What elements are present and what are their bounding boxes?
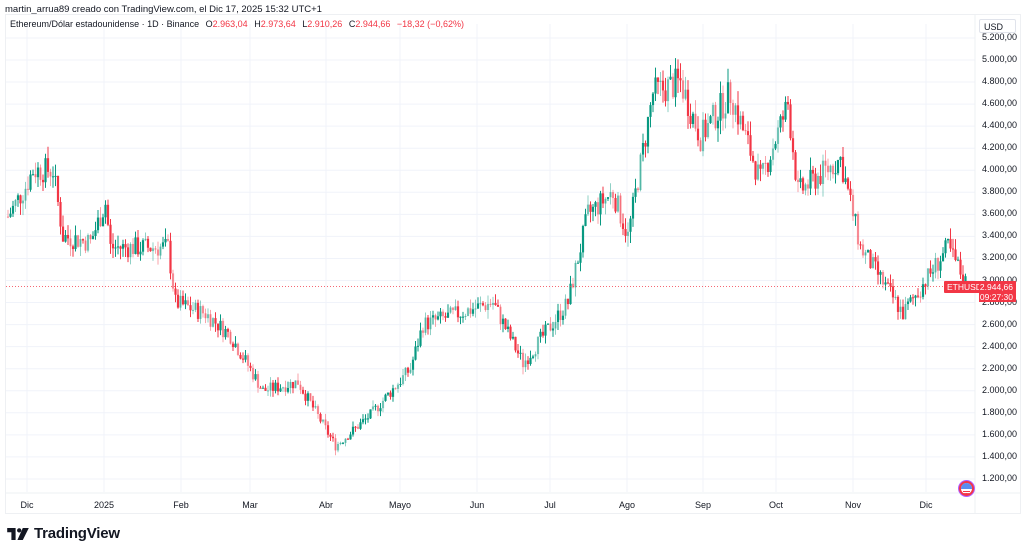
time-axis-label: Jul xyxy=(544,500,556,510)
time-axis-label: Dic xyxy=(919,500,933,510)
chart-frame xyxy=(5,14,1021,514)
price-axis-label: 3.000,00 xyxy=(982,274,1018,285)
price-axis-label: 1.200,00 xyxy=(982,472,1018,483)
price-axis-label: 4.800,00 xyxy=(982,76,1018,87)
low-value: 2.910,26 xyxy=(307,19,343,29)
time-axis-label: Mayo xyxy=(388,500,412,510)
price-axis-label: 3.400,00 xyxy=(982,230,1018,241)
time-axis-label: Feb xyxy=(173,500,189,510)
price-axis-label: 2.600,00 xyxy=(982,318,1018,329)
price-axis-label: 4.600,00 xyxy=(982,98,1018,109)
price-axis-label: 4.000,00 xyxy=(982,164,1018,175)
tradingview-logo-icon xyxy=(7,527,29,540)
time-axis-label: Dic xyxy=(20,500,34,510)
symbol-price-tag: ETHUSD xyxy=(944,281,985,293)
tradingview-logo[interactable]: TradingView xyxy=(7,525,120,542)
time-axis-label: Ago xyxy=(618,500,636,510)
low-label: L xyxy=(302,19,308,29)
price-axis-label: 1.800,00 xyxy=(982,406,1018,417)
high-label: H xyxy=(254,19,261,29)
price-axis-label: 2.200,00 xyxy=(982,362,1018,373)
high-value: 2.973,64 xyxy=(260,19,296,29)
price-axis-label: 3.600,00 xyxy=(982,208,1018,219)
price-axis-label: 4.400,00 xyxy=(982,120,1018,131)
time-axis-label: Sep xyxy=(694,500,712,510)
price-axis-label: 1.400,00 xyxy=(982,450,1018,461)
open-label: O xyxy=(205,19,213,29)
price-axis-label: 5.000,00 xyxy=(982,54,1018,64)
price-axis-label: 2.000,00 xyxy=(982,384,1018,395)
current-price-value: 2.944,66 xyxy=(979,282,1013,292)
time-axis-label: Mar xyxy=(242,500,258,510)
bar-countdown: 09:27:30 xyxy=(979,292,1013,302)
time-axis-label: Nov xyxy=(844,500,862,510)
price-axis-label: 5.200,00 xyxy=(982,31,1018,42)
close-value: 2.944,66 xyxy=(355,19,391,29)
price-axis-label: 2.400,00 xyxy=(982,340,1018,351)
change-value: −18,32 (−0,62%) xyxy=(396,19,464,29)
time-axis-label: Abr xyxy=(318,500,334,510)
price-axis-label: 4.200,00 xyxy=(982,142,1018,153)
tradingview-logo-text: TradingView xyxy=(34,525,120,542)
price-axis-label: 3.800,00 xyxy=(982,186,1018,197)
open-value: 2.963,04 xyxy=(212,19,248,29)
time-axis-label: 2025 xyxy=(93,500,115,510)
price-axis-label: 1.600,00 xyxy=(982,428,1018,439)
time-axis-label: Oct xyxy=(768,500,784,510)
time-axis-label: Jun xyxy=(469,500,485,510)
symbol-description: Ethereum/Dólar estadounidense · 1D · Bin… xyxy=(10,19,200,29)
current-price-tag: 2.944,66 09:27:30 xyxy=(979,281,1016,302)
currency-selector[interactable]: USD xyxy=(979,19,1016,33)
ohlc-legend: Ethereum/Dólar estadounidense · 1D · Bin… xyxy=(10,19,464,29)
price-axis-label: 3.200,00 xyxy=(982,252,1018,263)
attribution-text: martin_arrua89 creado con TradingView.co… xyxy=(5,4,322,15)
us-flag-icon[interactable] xyxy=(959,481,974,496)
close-label: C xyxy=(348,19,356,29)
